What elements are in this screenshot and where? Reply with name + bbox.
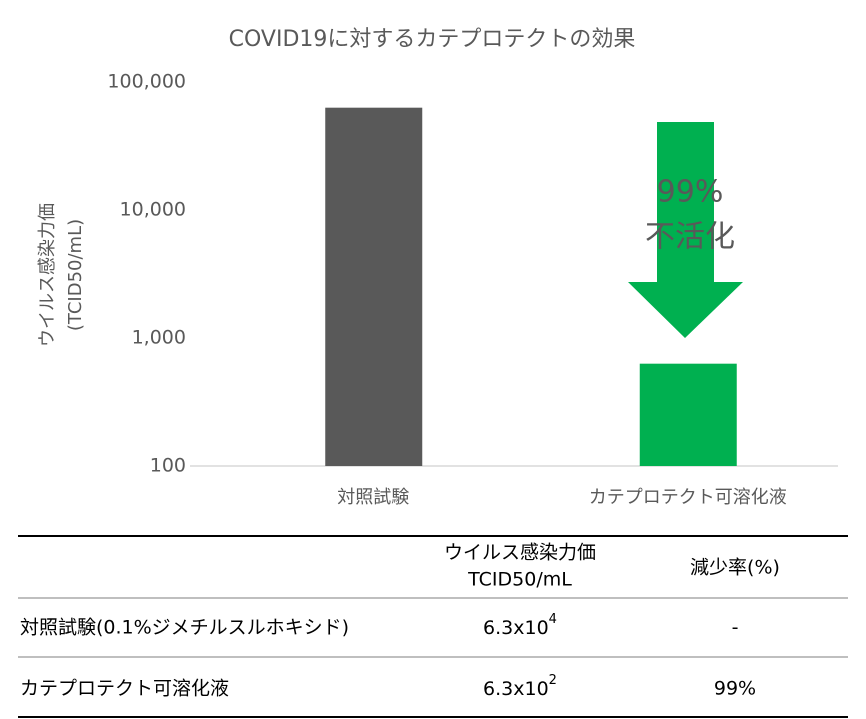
cell-base: 6.3x10 xyxy=(483,617,549,639)
cell: 99% xyxy=(714,678,756,700)
annotation: 不活化 xyxy=(645,220,735,255)
cell-exp: 4 xyxy=(549,612,557,627)
annotation: 99% xyxy=(657,175,724,210)
y-tick-label: 10,000 xyxy=(120,199,186,221)
x-tick-label: カテプロテクト可溶化液 xyxy=(589,487,787,508)
arrow xyxy=(628,122,743,338)
cell-base: 6.3x10 xyxy=(483,678,549,700)
cell-exp: 2 xyxy=(549,673,557,688)
cell: 6.3x102 xyxy=(483,673,557,700)
cell: 6.3x104 xyxy=(483,612,557,639)
x-tick-label: 対照試験 xyxy=(337,487,409,508)
y-axis-title-line: ウイルス感染力価 xyxy=(37,203,58,347)
header-cell: ウイルス感染力価 xyxy=(444,542,596,564)
row-label: 対照試験(0.1%ジメチルスルホキシド) xyxy=(20,617,349,639)
y-axis-title-line: (TCID50/mL) xyxy=(65,219,86,331)
cell: - xyxy=(732,617,739,639)
bar xyxy=(639,363,737,466)
header-cell: 減少率(%) xyxy=(690,557,780,579)
y-tick-label: 1,000 xyxy=(132,327,186,349)
row-label: カテプロテクト可溶化液 xyxy=(20,678,229,700)
table: ウイルス感染力価 TCID50/mL 減少率(%) 対照試験(0.1%ジメチルス… xyxy=(18,535,848,718)
bar xyxy=(325,107,423,466)
header-cell: TCID50/mL xyxy=(467,569,572,591)
y-axis-title: ウイルス感染力価 (TCID50/mL) xyxy=(37,203,86,347)
y-tick-label: 100 xyxy=(150,455,186,477)
chart-title: COVID19に対するカテプロテクトの効果 xyxy=(229,27,636,52)
y-tick-label: 100,000 xyxy=(107,71,186,93)
